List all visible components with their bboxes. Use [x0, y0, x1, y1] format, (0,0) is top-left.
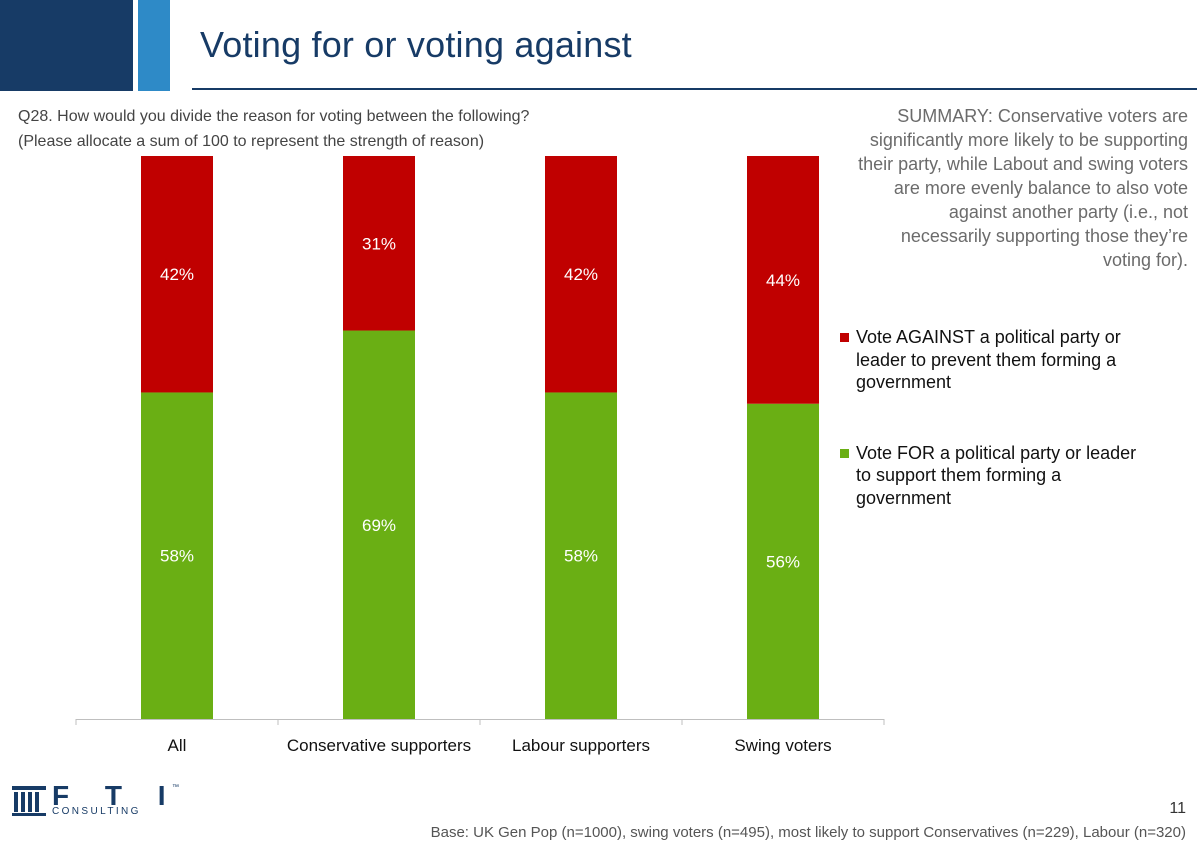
data-label-against-1: 31%	[362, 234, 396, 253]
data-label-for-2: 58%	[564, 547, 598, 566]
legend-swatch-against	[840, 333, 849, 342]
data-label-for-0: 58%	[160, 547, 194, 566]
data-label-against-0: 42%	[160, 265, 194, 284]
building-columns-icon	[12, 786, 46, 816]
header-block-dark	[0, 0, 133, 91]
bar-segment-against-2	[545, 156, 617, 393]
base-note: Base: UK Gen Pop (n=1000), swing voters …	[430, 824, 1186, 841]
question-line-2: (Please allocate a sum of 100 to represe…	[18, 133, 485, 150]
logo-wordmark: F T I	[52, 780, 180, 811]
question-line-1: Q28. How would you divide the reason for…	[18, 108, 530, 125]
bar-segment-for-3	[747, 403, 819, 719]
bar-segment-against-1	[343, 156, 415, 331]
data-label-for-3: 56%	[766, 552, 800, 571]
x-tick-label-3: Swing voters	[734, 736, 831, 755]
legend-label-for: Vote FOR a political party or leader to …	[856, 442, 1137, 508]
x-tick-label-0: All	[168, 736, 187, 755]
bar-segment-against-0	[141, 156, 213, 393]
data-label-against-2: 42%	[564, 265, 598, 284]
page-title: Voting for or voting against	[200, 24, 632, 65]
legend-label-against: Vote AGAINST a political party or leader…	[856, 327, 1121, 392]
summary-text: SUMMARY: Conservative voters are signifi…	[858, 106, 1188, 270]
bar-segment-against-3	[747, 156, 819, 404]
logo-trademark: ™	[172, 784, 179, 791]
header-block-light	[138, 0, 170, 91]
chart-legend: Vote AGAINST a political party or leader…	[840, 326, 1140, 509]
question-text: Q28. How would you divide the reason for…	[18, 104, 529, 154]
x-tick-label-1: Conservative supporters	[287, 736, 471, 755]
bar-segment-for-0	[141, 392, 213, 719]
data-label-against-3: 44%	[766, 271, 800, 290]
legend-item-against: Vote AGAINST a political party or leader…	[840, 326, 1140, 394]
page-number: 11	[1169, 800, 1186, 817]
logo-subtitle: CONSULTING	[52, 806, 141, 817]
bar-segment-for-1	[343, 330, 415, 719]
legend-swatch-for	[840, 448, 849, 458]
data-label-for-1: 69%	[362, 516, 396, 535]
fti-consulting-logo: F T I ™ CONSULTING	[12, 780, 179, 820]
x-tick-label-2: Labour supporters	[512, 736, 650, 755]
title-divider	[192, 88, 1197, 90]
bar-segment-for-2	[545, 392, 617, 719]
legend-item-for: Vote FOR a political party or leader to …	[840, 442, 1140, 510]
